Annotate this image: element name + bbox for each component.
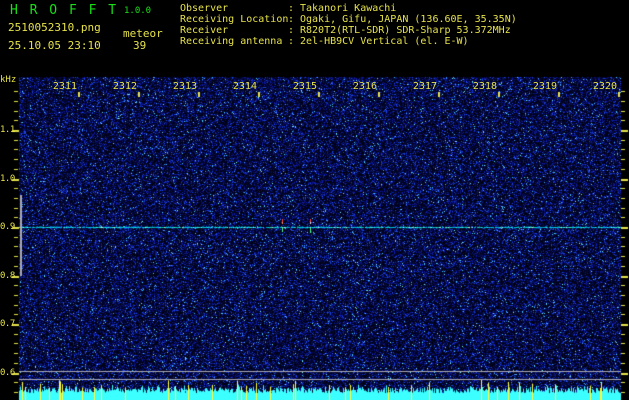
info-label: Observer — [180, 3, 229, 14]
observation-timestamp: 25.10.05 23:10 — [8, 39, 101, 52]
info-value: R820T2(RTL-SDR) SDR-Sharp 53.372MHz — [300, 25, 511, 36]
time-tick-label: 2311 — [52, 81, 77, 92]
output-filename: 2510052310.png — [8, 21, 101, 34]
info-label: Receiving antenna — [180, 36, 283, 47]
time-tick-label: 2318 — [472, 81, 497, 92]
time-tick-label: 2314 — [232, 81, 257, 92]
info-separator: : — [288, 25, 295, 36]
time-tick-label: 2312 — [112, 81, 137, 92]
time-tick-label: 2317 — [412, 81, 437, 92]
observation-info-panel: Observer: Takanori Kawachi Receiving Loca… — [180, 3, 517, 47]
time-tick-label: 2320 — [592, 81, 617, 92]
info-separator: : — [288, 36, 295, 47]
freq-tick-label: 0.8 — [0, 271, 15, 281]
info-separator: : — [288, 14, 295, 25]
info-value: Takanori Kawachi — [300, 3, 397, 14]
freq-tick-label: 0.9 — [0, 222, 15, 232]
info-row-location: Receiving Location: Ogaki, Gifu, JAPAN (1… — [180, 14, 517, 25]
freq-tick-label: 1.0 — [0, 174, 15, 184]
freq-tick-label: 0.6 — [0, 368, 15, 378]
info-separator: : — [288, 3, 295, 14]
time-tick-label: 2319 — [532, 81, 557, 92]
freq-axis-unit-label: kHz — [0, 75, 17, 85]
spectrogram-canvas — [0, 60, 629, 400]
info-value: 2el-HB9CV Vertical (el. E-W) — [300, 36, 469, 47]
echo-count: 39 — [133, 39, 147, 52]
app-title: H R O F F T — [10, 3, 119, 18]
info-label: Receiving Location — [180, 14, 289, 25]
info-value: Ogaki, Gifu, JAPAN (136.60E, 35.35N) — [300, 14, 517, 25]
time-tick-label: 2316 — [352, 81, 377, 92]
info-row-antenna: Receiving antenna:2el-HB9CV Vertical (el… — [180, 36, 517, 47]
info-row-receiver: Receiver: R820T2(RTL-SDR) SDR-Sharp 53.37… — [180, 25, 517, 36]
freq-tick-label: 1.1 — [0, 125, 15, 135]
app-version: 1.0.0 — [124, 6, 152, 16]
info-label: Receiver — [180, 25, 229, 36]
time-tick-label: 2313 — [172, 81, 197, 92]
time-tick-label: 2315 — [292, 81, 317, 92]
info-row-observer: Observer: Takanori Kawachi — [180, 3, 517, 14]
observation-mode-label: meteor — [123, 27, 163, 40]
freq-tick-label: 0.7 — [0, 319, 15, 329]
